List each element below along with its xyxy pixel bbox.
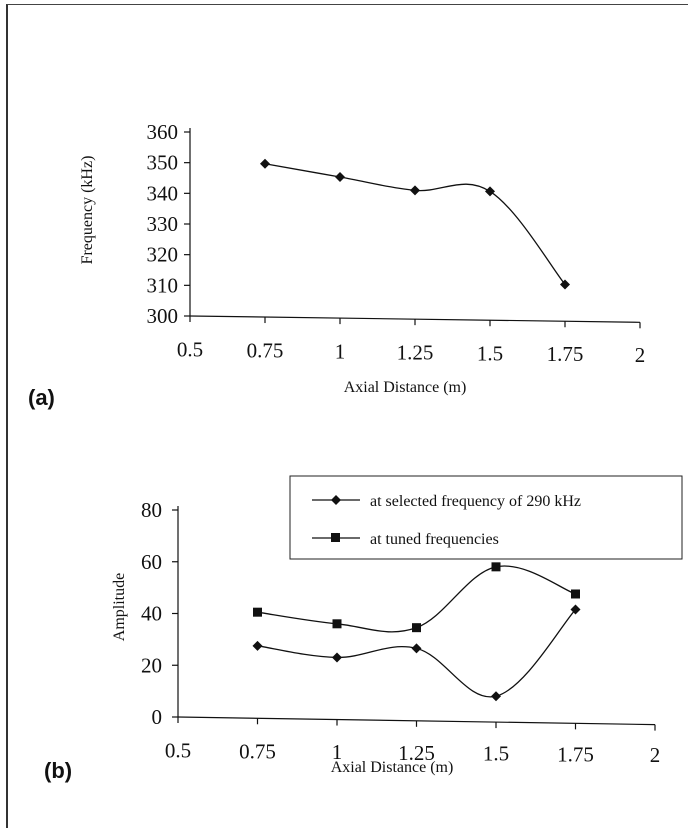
y-axis-title-a: Frequency (kHz): [79, 156, 96, 265]
y-tick-label-b: 40: [141, 602, 162, 626]
legend-item-tuned: at tuned frequencies: [312, 531, 499, 548]
x-tick-label-b: 1: [332, 740, 343, 764]
x-tick-label-a: 1.5: [477, 341, 503, 365]
y-tick-label-a: 300: [147, 304, 179, 328]
square-marker-point: [571, 589, 580, 599]
x-tick-label-b: 1.25: [398, 741, 435, 765]
square-marker-point: [253, 607, 262, 617]
y-tick-label-b: 20: [141, 653, 162, 677]
diamond-marker-point: [560, 279, 570, 290]
x-tick-label-a: 1.25: [397, 340, 434, 364]
axes-a: 300 310 320 330 340 350 360 0.5 0.75 1 1.25 1.5 1.75…: [147, 120, 646, 367]
y-tick-label-a: 360: [147, 120, 179, 144]
x-tick-label-a: 1: [335, 340, 346, 364]
diamond-marker-point: [485, 186, 495, 197]
x-tick-label-b: 1.5: [483, 742, 509, 766]
x-axis-title-a: Axial Distance (m): [344, 379, 467, 396]
diamond-marker-point: [491, 691, 501, 702]
y-tick-label-b: 0: [152, 705, 163, 729]
y-tick-label-a: 350: [147, 151, 179, 175]
y-tick-label-a: 320: [147, 243, 179, 267]
diamond-marker-point: [570, 604, 581, 615]
diamond-marker-point: [252, 640, 263, 651]
chart-frequency: 300 310 320 330 340 350 360 0.5 0.75 1 1.25 1.5 1.75…: [28, 120, 646, 410]
y-tick-label-b: 80: [141, 498, 162, 522]
y-tick-label-a: 340: [147, 181, 179, 205]
x-tick-label-b: 1.75: [557, 742, 594, 766]
panel-label-b: (b): [44, 758, 72, 783]
y-tick-label-a: 310: [147, 273, 179, 297]
series-line-b-1: [257, 565, 576, 633]
series-line-a-0: [264, 163, 566, 285]
y-axis-title-b: Amplitude: [111, 573, 128, 641]
legend-label-selected: at selected frequency of 290 kHz: [370, 493, 581, 510]
legend-box: [289, 475, 683, 560]
square-marker-point: [412, 623, 421, 633]
y-tick-label-a: 330: [147, 212, 179, 236]
x-tick-label-b: 2: [650, 743, 661, 767]
x-tick-label-a: 2: [635, 343, 646, 367]
x-tick-label-a: 1.75: [547, 342, 584, 366]
diamond-marker-point: [260, 158, 270, 169]
square-marker-point: [332, 619, 342, 629]
legend-item-selected: at selected frequency of 290 kHz: [312, 493, 581, 510]
series-line-b-0: [257, 609, 576, 698]
diamond-marker-point: [410, 185, 420, 196]
diamond-marker-point: [411, 643, 422, 654]
diamond-marker-point: [332, 652, 342, 663]
marks-a: [260, 158, 570, 290]
x-axis-title-b: Axial Distance (m): [331, 759, 454, 776]
legend-square-marker: [331, 533, 340, 542]
x-tick-label-b: 0.75: [239, 739, 276, 763]
diamond-marker-point: [335, 172, 345, 183]
x-tick-label-a: 0.5: [177, 338, 203, 362]
x-tick-label-a: 0.75: [247, 339, 284, 363]
legend-diamond-marker: [331, 495, 341, 505]
marks-b: [252, 562, 581, 702]
axes-b: 0 20 40 60 80 0.5 0.75 1 1.25 1.5 1.75 2: [141, 498, 660, 767]
panel-label-a: (a): [28, 385, 55, 410]
y-tick-label-b: 60: [141, 550, 162, 574]
figure-border: [6, 4, 688, 828]
x-tick-label-b: 0.5: [165, 739, 191, 763]
legend-label-tuned: at tuned frequencies: [370, 531, 499, 548]
square-marker-point: [491, 562, 501, 572]
legend: at selected frequency of 290 kHz at tune…: [289, 475, 683, 560]
